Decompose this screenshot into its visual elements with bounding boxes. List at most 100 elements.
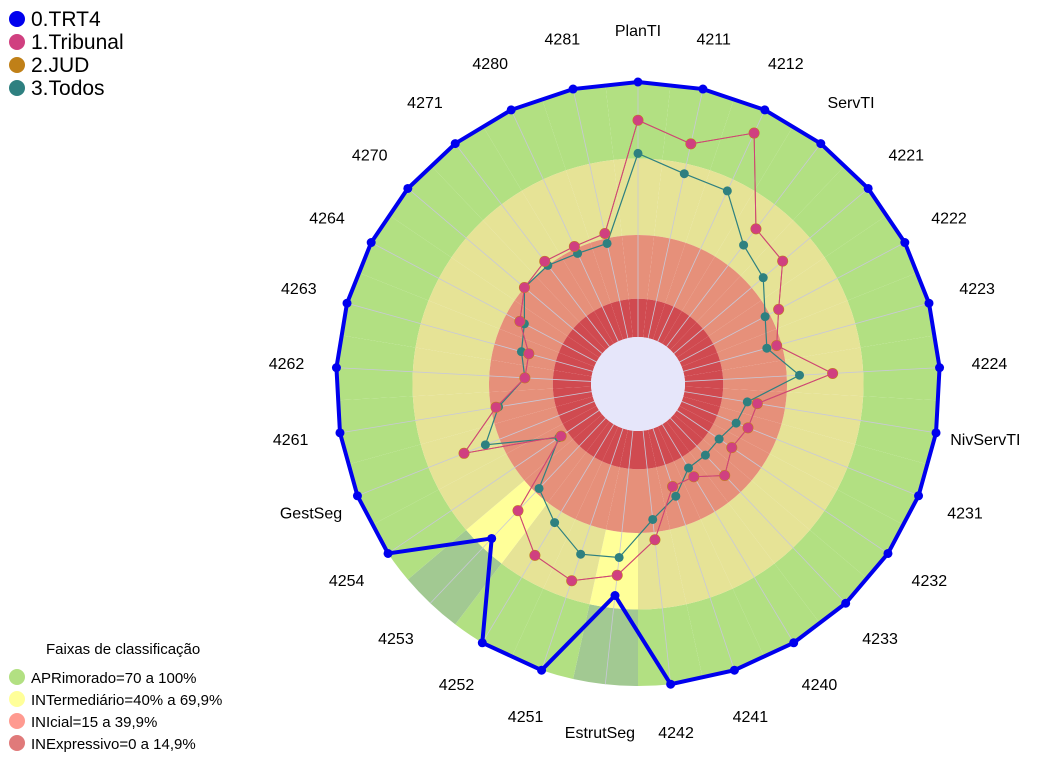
band-sector [685, 170, 755, 257]
data-point [477, 638, 487, 648]
band-sector [638, 429, 657, 470]
gridline [642, 430, 672, 685]
axis-label: 4271 [407, 95, 443, 112]
band-sector [543, 519, 606, 605]
band-sector [553, 352, 595, 377]
data-point [719, 470, 730, 481]
band-sector [686, 588, 765, 679]
data-point [667, 481, 678, 492]
data-point [777, 256, 788, 267]
classification-bands [336, 82, 940, 686]
data-point [569, 241, 580, 252]
band-sector [575, 461, 620, 530]
band-sector [662, 310, 697, 350]
gridline [357, 401, 595, 497]
band-sector [700, 502, 775, 589]
band-sector [732, 563, 821, 659]
data-point [383, 548, 393, 558]
data-point [762, 343, 772, 353]
band-sector [679, 396, 721, 424]
data-point [568, 84, 578, 94]
band-sector [684, 370, 724, 389]
gridline [407, 188, 603, 354]
band-sector [594, 303, 623, 344]
band-sector [428, 257, 515, 329]
data-point [480, 440, 490, 450]
data-point [698, 84, 708, 94]
band-sector [754, 125, 846, 221]
band-sector [347, 444, 439, 526]
band-sector [451, 220, 536, 301]
series-line [484, 152, 801, 559]
band-sector [511, 588, 590, 679]
gridline [370, 242, 597, 363]
legend-marker [9, 80, 25, 96]
band-sector [499, 300, 568, 353]
gridline [510, 109, 619, 342]
gridline [657, 109, 766, 342]
band-sector [339, 272, 429, 348]
data-point [523, 348, 534, 359]
axis-labels: PlanTI 4211 4212 ServTI 4221 4222 4223 4224 NivS… [269, 23, 1021, 742]
band-sector [662, 83, 735, 171]
gridline [454, 143, 610, 347]
axis-label: 4252 [439, 677, 475, 694]
axis-label: 4261 [273, 432, 309, 449]
band-sector [665, 242, 715, 311]
center-hole [591, 337, 685, 431]
data-point [773, 304, 784, 315]
band-sector [547, 451, 603, 520]
legend-marker [9, 57, 25, 73]
band-sector [430, 125, 522, 221]
axis-label: 4241 [733, 709, 769, 726]
data-point [795, 370, 805, 380]
band-sector [579, 310, 614, 350]
band-sector [586, 421, 619, 462]
band-sector [809, 489, 905, 580]
band-sector [648, 426, 674, 468]
band-sector [670, 519, 733, 605]
gridline [652, 428, 735, 671]
band-sector [521, 170, 591, 257]
band-sector [824, 214, 919, 301]
data-point [633, 148, 643, 158]
gridline [647, 88, 704, 339]
band-legend-label: APRimorado=70 a 100% [31, 670, 197, 687]
axis-label: 4280 [472, 56, 508, 73]
band-sector [482, 97, 566, 191]
band-sector [482, 190, 562, 276]
data-point [331, 363, 341, 373]
axis-label: 4231 [947, 506, 983, 523]
gridline [670, 417, 846, 604]
band-legend-marker [9, 713, 25, 729]
band-sector [751, 453, 838, 530]
legend-marker [9, 11, 25, 27]
data-point [633, 115, 643, 126]
legend-label: 1.Tribunal [31, 31, 124, 54]
axis-label: ServTI [827, 95, 874, 112]
gridline [676, 410, 889, 554]
data-point [519, 282, 530, 293]
data-point [729, 665, 739, 675]
data-point [671, 491, 681, 501]
data-point [722, 186, 732, 196]
axis-label: 4221 [888, 147, 924, 164]
band-sector [541, 83, 614, 171]
band-sector [590, 235, 629, 304]
band-legend-marker [9, 735, 25, 751]
band-legend-label: INIcial=15 a 39,9% [31, 714, 157, 731]
axis-label: 4281 [545, 31, 581, 48]
data-point [648, 514, 658, 524]
band-sector [412, 392, 495, 445]
band-sector [722, 359, 787, 393]
data-point [758, 273, 768, 283]
data-point [816, 139, 826, 149]
band-sector [455, 563, 544, 659]
band-legend-marker [9, 669, 25, 685]
bands-legend-title: Faixas de classificação [46, 641, 200, 658]
data-point [688, 471, 699, 482]
gridline [661, 424, 795, 643]
band-legend-marker [9, 691, 25, 707]
gridline [673, 188, 869, 354]
